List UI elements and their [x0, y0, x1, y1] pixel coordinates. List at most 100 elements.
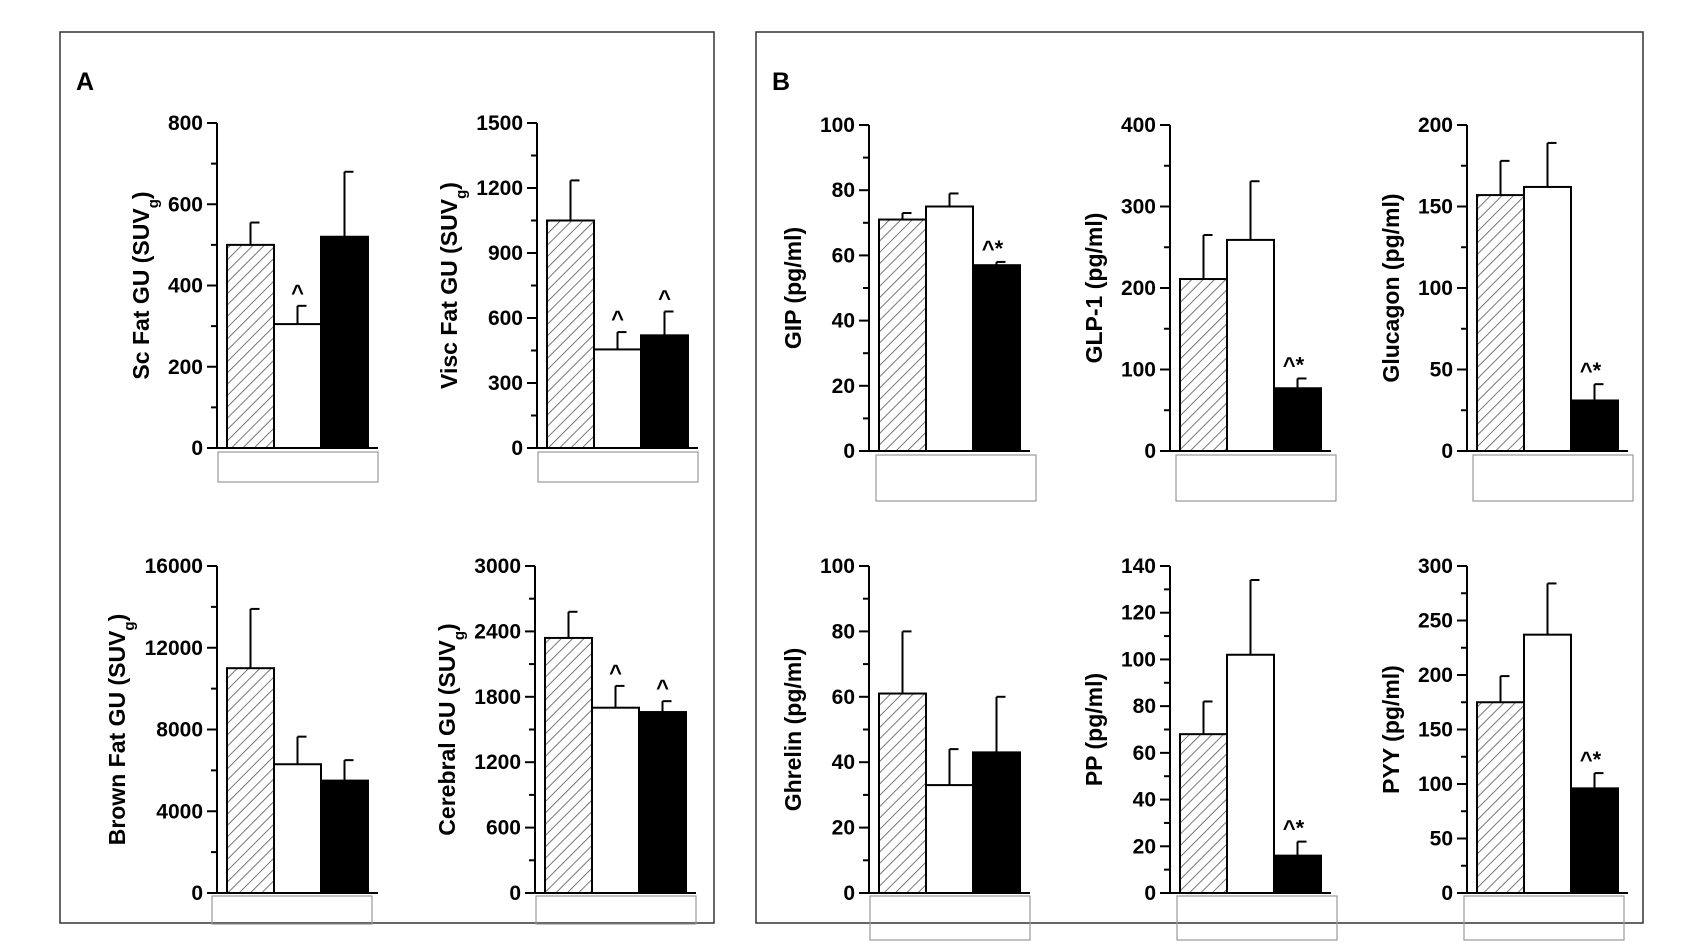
- bar-black: [638, 711, 687, 894]
- y-tick-label: 0: [191, 437, 203, 460]
- chart-6: ^* 0 100 200 300 400 GLP-1 (pg/ml): [1081, 114, 1337, 502]
- y-tick-label: 50: [1430, 359, 1453, 382]
- significance-marker: ^*: [1283, 816, 1305, 841]
- y-tick-label: 1200: [474, 751, 521, 774]
- y-tick-label: 0: [1144, 440, 1156, 463]
- y-axis-label-subscript: g: [451, 631, 468, 640]
- bar-hatched: [546, 219, 595, 449]
- y-tick-label: 40: [832, 751, 855, 774]
- y-tick-label: 2400: [474, 620, 521, 643]
- chart-2: ^ ^ 0 300 600 900 1200 1500 Visc Fat GU (SUVg): [436, 112, 699, 483]
- chart-1: ^ 0 200 400 600 800 Sc Fat GU (SUVg): [128, 112, 379, 483]
- group-legend-box: [869, 895, 1031, 941]
- y-axis-label: PP (pg/ml): [1081, 673, 1107, 786]
- y-tick-label: 20: [832, 375, 855, 398]
- y-axis-label-subscript: g: [145, 199, 162, 208]
- bar-black: [972, 264, 1021, 452]
- y-tick-label: 80: [832, 620, 855, 643]
- panel-b-label: B: [772, 68, 790, 96]
- group-legend-box: [217, 451, 379, 483]
- panel-a-frame: [59, 31, 715, 924]
- y-axis-label: Ghrelin (pg/ml): [780, 648, 806, 812]
- y-axis-label: Visc Fat GU (SUVg): [436, 182, 470, 389]
- y-tick-label: 200: [1121, 277, 1156, 300]
- y-tick-label: 100: [1121, 648, 1156, 671]
- bar-white: [925, 784, 974, 895]
- y-tick-label: 40: [1133, 789, 1156, 812]
- y-axis-label: GLP-1 (pg/ml): [1081, 213, 1107, 364]
- y-axis-label-suffix: ): [104, 614, 130, 622]
- y-tick-label: 60: [832, 244, 855, 267]
- significance-marker: ^*: [1283, 352, 1305, 377]
- y-tick-label: 100: [1418, 773, 1453, 796]
- y-tick-label: 1800: [474, 686, 521, 709]
- chart-5: ^* 0 20 40 60 80 100 GIP (pg/ml): [780, 114, 1037, 502]
- bar-hatched: [878, 692, 927, 895]
- group-legend-box: [875, 454, 1037, 502]
- y-axis-label: Glucagon (pg/ml): [1378, 193, 1404, 382]
- y-axis-label-suffix: ): [128, 191, 154, 199]
- bar-black: [320, 235, 369, 449]
- bar-hatched: [1179, 278, 1228, 452]
- group-legend-box: [535, 895, 697, 925]
- bar-white: [1226, 238, 1275, 452]
- group-legend-box: [1175, 454, 1337, 502]
- bar-white: [591, 706, 640, 895]
- y-tick-label: 0: [511, 437, 523, 460]
- y-tick-label: 400: [168, 275, 203, 298]
- y-tick-label: 200: [1418, 664, 1453, 687]
- significance-marker: ^: [656, 675, 669, 700]
- y-axis-label: Brown Fat GU (SUVg): [104, 614, 138, 846]
- y-tick-label: 0: [1144, 882, 1156, 905]
- bar-white: [925, 205, 974, 452]
- group-legend-box: [537, 451, 699, 483]
- chart-9: ^* 0 20 40 60 80 100 120 140 PP (pg/ml): [1081, 555, 1338, 941]
- y-tick-label: 80: [832, 179, 855, 202]
- y-tick-label: 0: [843, 882, 855, 905]
- y-axis-label-suffix: ): [434, 623, 460, 631]
- y-tick-label: 900: [488, 242, 523, 265]
- bar-black: [320, 779, 369, 894]
- panel-a-label: A: [76, 68, 94, 96]
- y-tick-label: 16000: [145, 555, 203, 578]
- y-tick-label: 50: [1430, 828, 1453, 851]
- y-axis-label-subscript: g: [453, 190, 470, 199]
- y-tick-label: 60: [1133, 742, 1156, 765]
- chart-4: ^ ^ 0 600 1200 1800 2400 3000 Cerebral GU (SUVg): [434, 555, 697, 925]
- y-tick-label: 40: [832, 310, 855, 333]
- y-tick-label: 1200: [476, 177, 523, 200]
- y-tick-label: 3000: [474, 555, 521, 578]
- group-legend-box: [1176, 895, 1338, 941]
- y-tick-label: 12000: [145, 637, 203, 660]
- y-tick-label: 100: [820, 114, 855, 137]
- y-tick-label: 8000: [156, 719, 203, 742]
- bar-black: [1570, 787, 1619, 894]
- y-tick-label: 200: [1418, 114, 1453, 137]
- y-tick-label: 20: [1133, 835, 1156, 858]
- chart-8: 0 20 40 60 80 100 Ghrelin (pg/ml): [780, 555, 1031, 941]
- bar-black: [1273, 854, 1322, 895]
- y-axis-label: Cerebral GU (SUVg): [434, 623, 468, 835]
- y-axis-label: Sc Fat GU (SUVg): [128, 191, 162, 379]
- significance-marker: ^*: [1580, 358, 1602, 383]
- y-tick-label: 60: [832, 686, 855, 709]
- bar-white: [1523, 633, 1572, 894]
- y-tick-label: 150: [1418, 719, 1453, 742]
- y-tick-label: 0: [1441, 882, 1453, 905]
- y-tick-label: 0: [1441, 440, 1453, 463]
- significance-marker: ^*: [982, 236, 1004, 261]
- chart-10: ^* 0 50 100 150 200 250 300 PYY (pg/ml): [1378, 555, 1628, 941]
- significance-marker: ^: [291, 280, 304, 305]
- y-tick-label: 250: [1418, 610, 1453, 633]
- y-tick-label: 300: [1418, 555, 1453, 578]
- bar-hatched: [1476, 701, 1525, 894]
- significance-marker: ^: [611, 306, 624, 331]
- group-legend-box: [1463, 895, 1625, 941]
- bar-white: [273, 323, 322, 449]
- bar-white: [1226, 653, 1275, 894]
- bar-black: [640, 334, 689, 450]
- group-legend-box: [1472, 454, 1634, 502]
- y-tick-label: 0: [843, 440, 855, 463]
